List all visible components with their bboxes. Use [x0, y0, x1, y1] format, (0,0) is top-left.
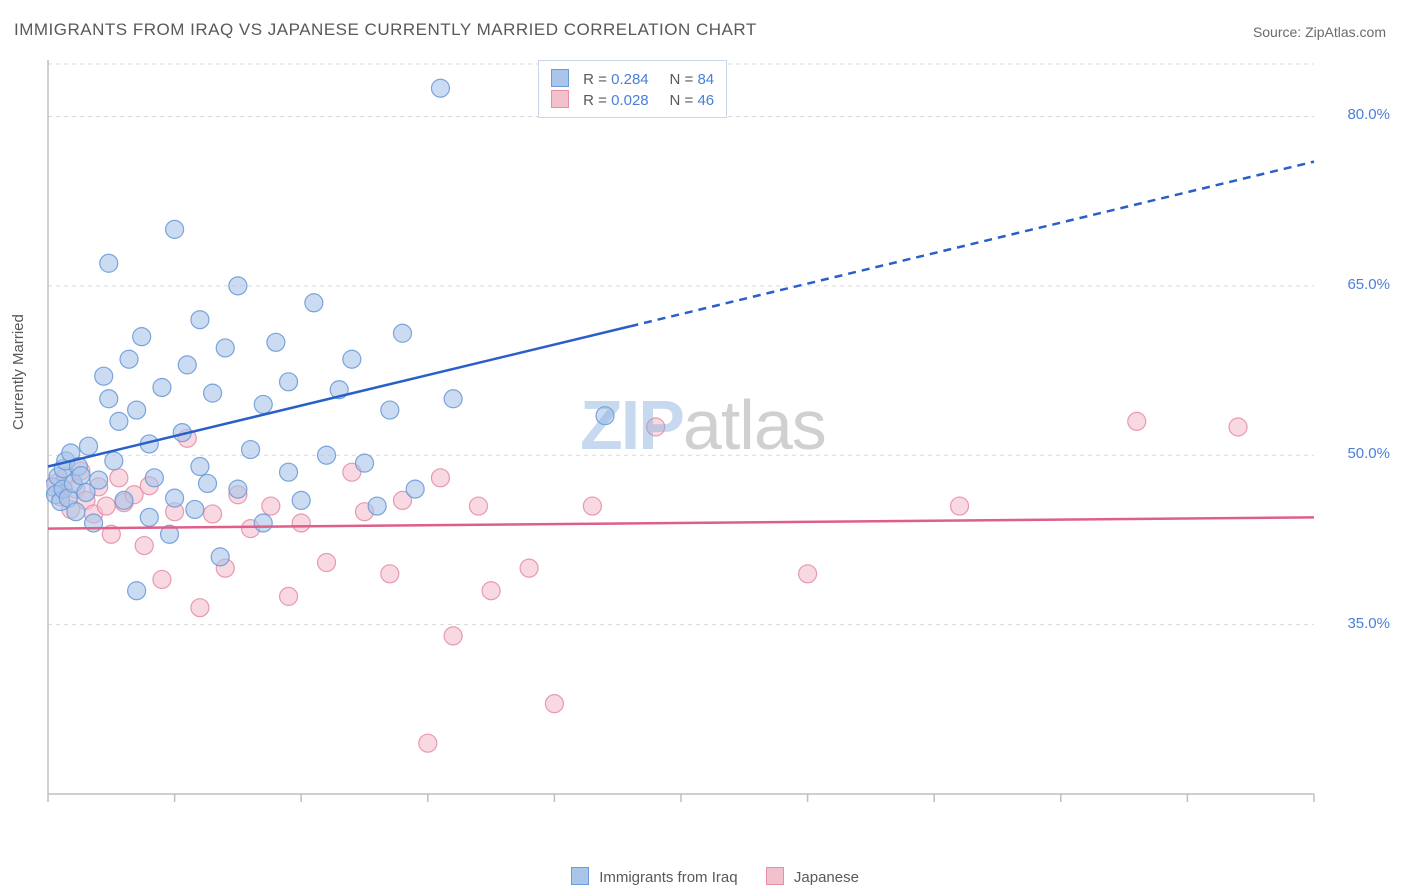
source-attribution: Source: ZipAtlas.com — [1253, 24, 1386, 40]
legend-label-japanese: Japanese — [794, 869, 859, 886]
corr-r-label: R = — [583, 92, 611, 109]
corr-r-value-japanese: 0.028 — [611, 92, 649, 109]
legend-swatch-japanese — [766, 867, 784, 885]
y-tick-label: 65.0% — [1347, 276, 1390, 293]
corr-swatch-japanese — [551, 90, 569, 108]
corr-r-value-iraq: 0.284 — [611, 71, 649, 88]
plot-svg — [46, 56, 1366, 820]
legend-label-iraq: Immigrants from Iraq — [599, 869, 737, 886]
corr-row-japanese: R = 0.028 N = 46 — [551, 90, 714, 109]
correlation-legend: R = 0.284 N = 84 R = 0.028 N = 46 — [538, 60, 727, 118]
corr-swatch-iraq — [551, 69, 569, 87]
corr-r-label: R = — [583, 71, 611, 88]
corr-row-iraq: R = 0.284 N = 84 — [551, 69, 714, 88]
bottom-legend: Immigrants from Iraq Japanese — [0, 867, 1406, 886]
legend-swatch-iraq — [571, 867, 589, 885]
y-axis-label: Currently Married — [10, 314, 27, 430]
corr-n-label: N = — [670, 71, 698, 88]
corr-n-value-japanese: 46 — [697, 92, 714, 109]
scatter-plot — [46, 56, 1366, 820]
corr-n-label: N = — [670, 92, 698, 109]
source-value: ZipAtlas.com — [1305, 24, 1386, 40]
y-tick-label: 50.0% — [1347, 445, 1390, 462]
chart-title: IMMIGRANTS FROM IRAQ VS JAPANESE CURRENT… — [14, 20, 757, 40]
y-tick-label: 35.0% — [1347, 615, 1390, 632]
corr-n-value-iraq: 84 — [697, 71, 714, 88]
source-label: Source: — [1253, 24, 1301, 40]
y-tick-label: 80.0% — [1347, 106, 1390, 123]
